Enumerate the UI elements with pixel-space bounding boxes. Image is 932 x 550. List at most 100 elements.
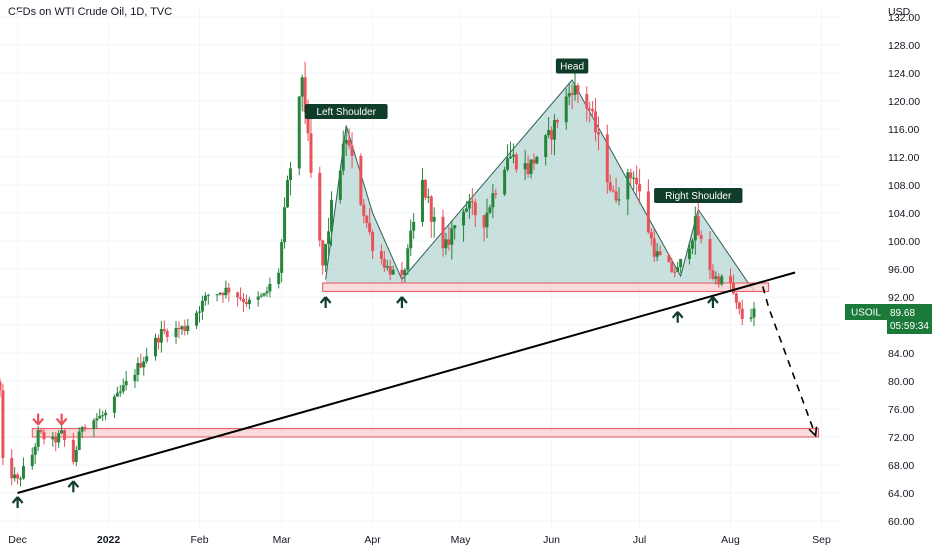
y-tick-label: 116.00 [888, 124, 919, 136]
candle-body [36, 430, 40, 447]
candle-body [54, 436, 58, 443]
candle-body [385, 266, 389, 268]
candle-body [156, 337, 160, 343]
candle-body [10, 458, 14, 479]
candle-body [547, 130, 551, 136]
candle-body [679, 259, 683, 268]
candle-body [734, 293, 738, 303]
candle-body [280, 242, 284, 273]
candle-body [244, 302, 248, 305]
candle-body [714, 276, 718, 279]
left-shoulder-label-bg [304, 104, 388, 119]
candle-body [570, 93, 574, 95]
candle-body [737, 302, 741, 309]
candle-body [503, 169, 507, 195]
candle-body [635, 177, 639, 185]
candle-body [236, 292, 240, 298]
y-tick-label: 112.00 [888, 152, 919, 164]
candle-body [197, 311, 201, 313]
candle-body [242, 298, 246, 303]
candle-body [423, 179, 427, 198]
candle-body [350, 145, 354, 156]
candle-body [740, 308, 744, 319]
candle-body [412, 221, 416, 231]
x-tick-label: Apr [364, 534, 381, 546]
candle-body [215, 294, 219, 296]
candle-body [277, 272, 281, 284]
candle-body [30, 454, 34, 467]
x-tick-label: Jun [543, 534, 560, 546]
candle-body [51, 436, 55, 440]
candle-body [708, 239, 712, 271]
candle-body [77, 431, 81, 450]
candle-body [206, 295, 210, 297]
candle-body [203, 295, 207, 301]
candle-body [162, 329, 166, 332]
candle-body [288, 168, 292, 181]
last-price-badge: USOIL 89.68 05:59:34 [845, 304, 932, 334]
y-tick-label: 80.00 [888, 376, 914, 388]
y-tick-label: 72.00 [888, 432, 914, 444]
candle-body [104, 412, 108, 416]
candle-body [368, 222, 372, 233]
candle-body [265, 291, 269, 294]
candle-body [720, 276, 724, 285]
candle-body [658, 251, 662, 256]
x-tick-label: Mar [273, 534, 292, 546]
candle-body [379, 251, 383, 259]
candle-body [382, 258, 386, 268]
price-axis[interactable]: 60.0064.0068.0072.0076.0080.0084.0088.00… [888, 12, 920, 528]
candle-body [321, 240, 325, 266]
up-arrow-icon [707, 296, 719, 308]
time-axis[interactable]: Dec 2022 Feb Mar Apr May Jun Jul Aug Sep [8, 534, 831, 546]
candle-body [711, 270, 715, 279]
candle-body [388, 266, 392, 275]
candle-body [731, 282, 735, 294]
candle-body [330, 199, 334, 232]
candle-body [552, 119, 556, 140]
candle-body [588, 108, 592, 110]
candle-body [464, 208, 468, 212]
candle-body [133, 374, 137, 382]
candle-body [309, 133, 313, 173]
candle-body [42, 432, 46, 440]
candle-body [327, 231, 331, 245]
y-tick-label: 64.00 [888, 488, 914, 500]
candle-body [136, 363, 140, 375]
candle-body [532, 159, 536, 164]
candle-body [1, 390, 5, 459]
x-tick-label: May [451, 534, 472, 546]
y-tick-label: 132.00 [888, 12, 920, 24]
candle-body [262, 293, 266, 296]
candle-body [506, 158, 510, 170]
x-tick-label: Sep [812, 534, 831, 546]
y-tick-label: 120.00 [888, 96, 920, 108]
up-arrow-icon [319, 296, 332, 308]
candle-body [544, 135, 548, 158]
candle-body [555, 119, 559, 123]
chart-title: CFDs on WTI Crude Oil, 1D, TVC [8, 6, 173, 18]
candle-body [646, 191, 650, 233]
candle-body [514, 154, 518, 170]
candle-body [359, 155, 363, 205]
candle-body [268, 283, 272, 292]
candle-body [306, 112, 310, 134]
candle-body [617, 199, 621, 201]
down-arrow-icon [55, 413, 68, 426]
candle-body [462, 211, 466, 226]
candle-body [139, 363, 143, 368]
x-tick-label: 2022 [97, 534, 121, 546]
candle-body [286, 180, 290, 208]
candle-body [535, 157, 539, 164]
candle-body [670, 262, 674, 272]
candle-body [39, 430, 43, 433]
y-tick-label: 92.00 [888, 292, 914, 304]
up-arrow-icon [396, 296, 408, 308]
candles[interactable] [0, 61, 756, 487]
candle-body [482, 215, 486, 228]
candle-body [186, 325, 190, 332]
candle-body [283, 207, 287, 243]
candle-body [673, 271, 677, 273]
y-tick-label: 108.00 [888, 180, 920, 192]
